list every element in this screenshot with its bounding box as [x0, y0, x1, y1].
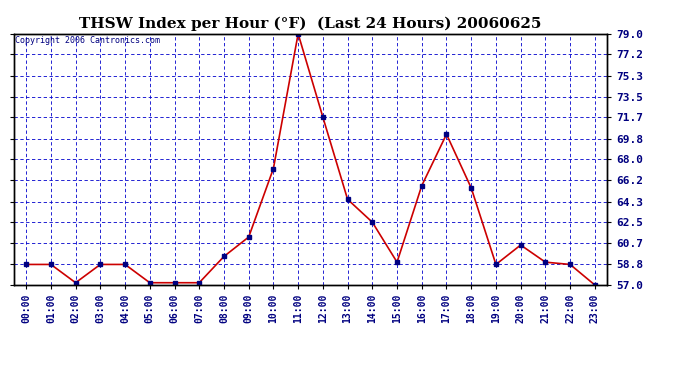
Title: THSW Index per Hour (°F)  (Last 24 Hours) 20060625: THSW Index per Hour (°F) (Last 24 Hours)… [79, 17, 542, 31]
Text: Copyright 2006 Cantronics.com: Copyright 2006 Cantronics.com [15, 36, 160, 45]
